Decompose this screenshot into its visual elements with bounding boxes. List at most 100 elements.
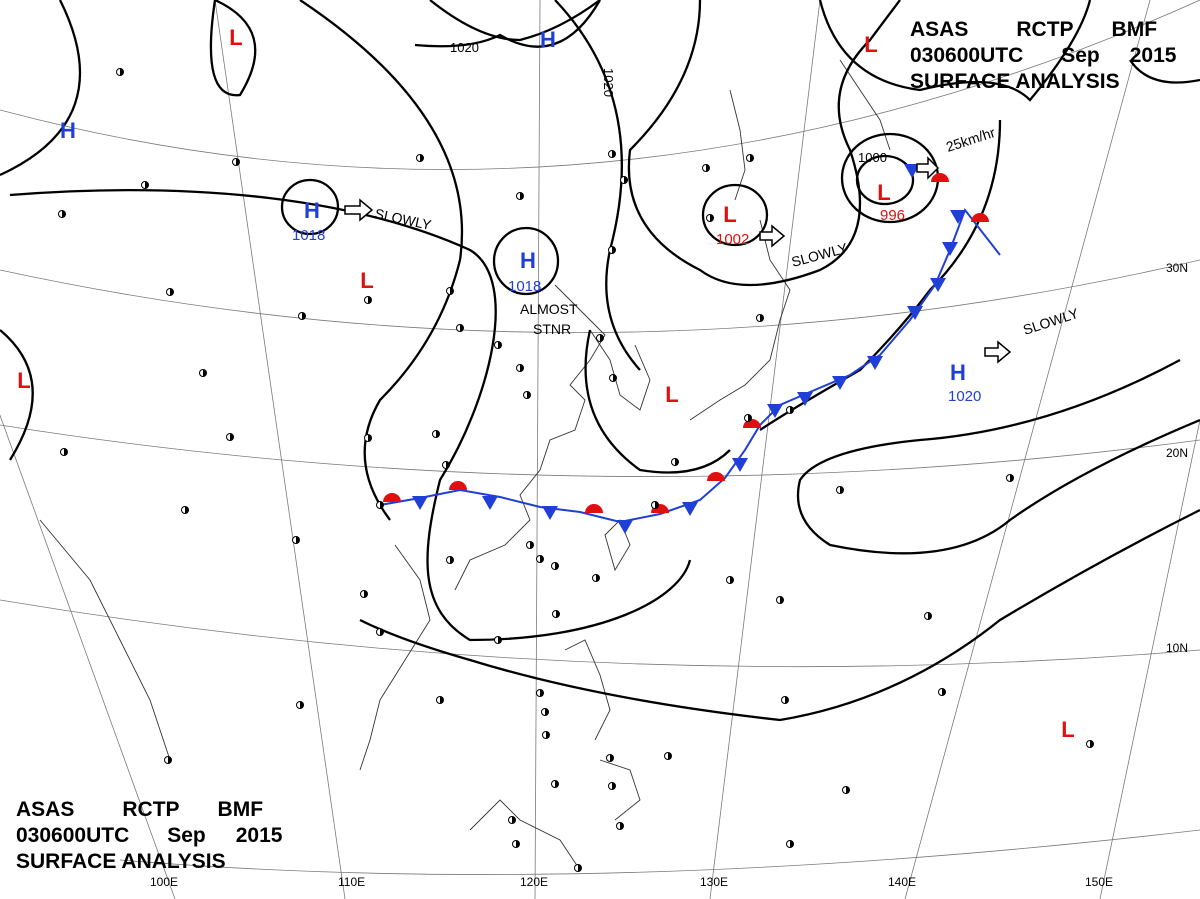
isobar-label: 1020 xyxy=(601,68,616,97)
parallel-30n xyxy=(0,259,1200,333)
station-cloud-cover xyxy=(545,708,549,716)
station-cloud-cover xyxy=(512,816,516,824)
coast-borneo xyxy=(469,799,581,871)
movement-label: SLOWLY xyxy=(790,239,850,269)
station-cloud-cover xyxy=(706,164,710,172)
station-cloud-cover xyxy=(928,612,932,620)
cold-front-marks xyxy=(412,164,966,534)
meridian-100e xyxy=(0,414,176,899)
cold-front-mark xyxy=(682,502,698,516)
station-cloud-cover xyxy=(556,610,560,618)
coast-kamchatka xyxy=(839,59,891,151)
header-code: BMF xyxy=(1111,18,1158,41)
isobar xyxy=(414,0,601,48)
header-line-3: SURFACE ANALYSIS xyxy=(16,849,282,875)
isobar xyxy=(0,329,34,461)
station-cloud-cover xyxy=(516,840,520,848)
latitude-labels: 30N 20N 10N xyxy=(1166,261,1188,655)
station-cloud-cover xyxy=(527,391,531,399)
low-pressure-center: L xyxy=(877,180,890,205)
station-cloud-cover xyxy=(675,458,679,466)
isobar-labels: 1020 1020 1000 xyxy=(450,40,887,165)
station-cloud-cover xyxy=(840,486,844,494)
coast-japan xyxy=(689,219,791,421)
low-pressure-center: L xyxy=(1061,717,1074,742)
low-pressure-center: L xyxy=(864,32,877,57)
isobar xyxy=(492,226,560,296)
header-year: 2015 xyxy=(1129,44,1177,67)
cold-front-mark xyxy=(617,520,633,534)
station-cloud-cover xyxy=(450,556,454,564)
station-cloud-cover xyxy=(64,448,68,456)
station-plots xyxy=(58,68,1094,872)
coast-philippines-south xyxy=(599,759,641,821)
longitude-label: 150E xyxy=(1085,875,1113,889)
warm-front-mark xyxy=(585,504,603,513)
station-cloud-cover xyxy=(942,688,946,696)
isobar xyxy=(701,183,769,247)
station-cloud-cover xyxy=(555,562,559,570)
low-pressure-center: L xyxy=(665,382,678,407)
station-cloud-cover xyxy=(170,288,174,296)
front-line xyxy=(379,207,1001,524)
latitude-label: 10N xyxy=(1166,641,1188,655)
station-cloud-cover xyxy=(380,628,384,636)
station-cloud-cover xyxy=(760,314,764,322)
cold-front-mark xyxy=(732,458,748,472)
high-pressure-center: H xyxy=(520,248,536,273)
isobar-label: 1020 xyxy=(450,40,479,55)
parallel-40n xyxy=(0,0,1200,170)
coast-korea xyxy=(589,329,651,411)
isobar xyxy=(280,178,340,236)
station-cloud-cover xyxy=(610,754,614,762)
cold-front-mark xyxy=(482,496,498,510)
stationary-label: ALMOST xyxy=(520,301,578,317)
header-top: ASAS RCTP BMF 030600UTC Sep 2015 SURFACE ANA… xyxy=(910,17,1176,95)
isobar xyxy=(0,0,82,177)
warm-front-mark xyxy=(971,213,989,222)
isobar xyxy=(429,0,601,42)
isobar xyxy=(299,0,464,521)
header-line-3: SURFACE ANALYSIS xyxy=(910,69,1176,95)
latitude-label: 20N xyxy=(1166,446,1188,460)
high-pressure-center: H xyxy=(950,360,966,385)
station-cloud-cover xyxy=(1090,740,1094,748)
isobar xyxy=(818,0,1092,102)
warm-front-mark xyxy=(707,472,725,481)
station-cloud-cover xyxy=(785,696,789,704)
station-cloud-cover xyxy=(498,341,502,349)
coast-taiwan xyxy=(604,519,631,572)
movement-arrow-icon xyxy=(916,156,940,180)
station-cloud-cover xyxy=(436,430,440,438)
cold-front-mark xyxy=(832,376,848,390)
isobar xyxy=(1129,59,1200,84)
station-cloud-cover xyxy=(230,433,234,441)
station-cloud-cover xyxy=(203,369,207,377)
coast-india xyxy=(39,519,171,761)
station-cloud-cover xyxy=(613,374,617,382)
isobar-label: 1000 xyxy=(858,150,887,165)
fronts xyxy=(379,164,1001,534)
cold-front-mark xyxy=(930,278,946,292)
station-cloud-cover xyxy=(520,192,524,200)
longitude-label: 120E xyxy=(520,875,548,889)
isobar xyxy=(584,329,731,474)
station-cloud-cover xyxy=(540,689,544,697)
header-line-2: 030600UTC Sep 2015 xyxy=(16,823,282,849)
isobars xyxy=(0,0,1200,722)
movement-arrow-icon xyxy=(759,224,786,248)
warm-front-mark xyxy=(931,173,949,182)
pressure-value: 1020 xyxy=(948,388,981,405)
meridian-140e xyxy=(904,0,1151,899)
station-cloud-cover xyxy=(612,150,616,158)
high-pressure-center: H xyxy=(60,118,76,143)
station-cloud-cover xyxy=(185,506,189,514)
isobar xyxy=(209,0,257,97)
isobar xyxy=(9,188,692,642)
movement-arrow-icon xyxy=(344,198,374,222)
station-cloud-cover xyxy=(420,154,424,162)
low-pressure-center: L xyxy=(360,268,373,293)
cold-front-mark xyxy=(950,210,966,224)
station-cloud-cover xyxy=(555,780,559,788)
station-cloud-cover xyxy=(668,752,672,760)
